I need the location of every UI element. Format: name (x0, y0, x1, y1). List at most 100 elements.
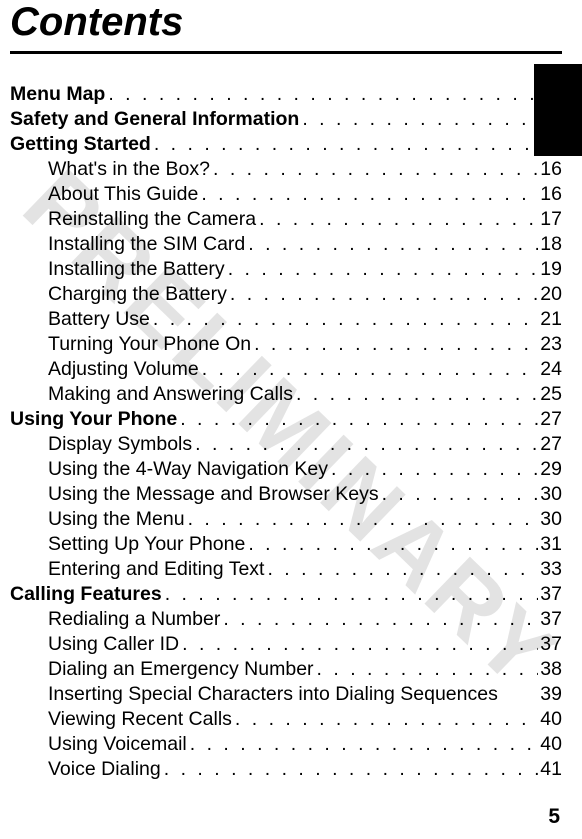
toc-page: 18 (538, 232, 562, 257)
toc-dots (161, 757, 539, 782)
toc-page: 37 (538, 607, 562, 632)
toc-dots (185, 507, 539, 532)
toc-dots (328, 457, 538, 482)
toc-line: Installing the Battery19 (10, 257, 562, 282)
toc-line: Battery Use 21 (10, 307, 562, 332)
page-number: 5 (548, 805, 560, 829)
toc-label: Voice Dialing (48, 757, 161, 782)
page-title: Contents (10, 0, 562, 51)
toc-line: Inserting Special Characters into Dialin… (10, 682, 562, 707)
toc-dots (293, 382, 538, 407)
toc-label: Entering and Editing Text (48, 557, 264, 582)
toc-label: Setting Up Your Phone (48, 532, 245, 557)
toc-dots (225, 257, 539, 282)
toc-dots (256, 207, 538, 232)
toc-label: Dialing an Emergency Number (48, 657, 314, 682)
toc-page: 19 (538, 257, 562, 282)
toc-label: What's in the Box? (48, 157, 210, 182)
table-of-contents: Menu Map3Safety and General Information8… (10, 82, 562, 782)
toc-dots (245, 232, 538, 257)
toc-line: Using the Message and Browser Keys 30 (10, 482, 562, 507)
toc-label: Redialing a Number (48, 607, 220, 632)
page: Contents PRELIMINARY Menu Map3Safety and… (0, 0, 582, 839)
toc-page: 40 (538, 732, 562, 757)
toc-page: 21 (538, 307, 562, 332)
section-tab (534, 64, 582, 156)
toc-line: About This Guide16 (10, 182, 562, 207)
toc-page: 27 (538, 432, 562, 457)
toc-line: Charging the Battery 20 (10, 282, 562, 307)
toc-line: Redialing a Number 37 (10, 607, 562, 632)
toc-line: Installing the SIM Card 18 (10, 232, 562, 257)
toc-label: Using Voicemail (48, 732, 187, 757)
toc-line: Turning Your Phone On 23 (10, 332, 562, 357)
toc-page: 31 (538, 532, 562, 557)
toc-label: Menu Map (10, 82, 105, 107)
toc-dots (232, 707, 538, 732)
toc-label: Display Symbols (48, 432, 192, 457)
toc-page: 30 (538, 507, 562, 532)
toc-line: Using Voicemail 40 (10, 732, 562, 757)
toc-line: Safety and General Information8 (10, 107, 562, 132)
toc-line: Adjusting Volume 24 (10, 357, 562, 382)
toc-dots (192, 432, 538, 457)
toc-label: Making and Answering Calls (48, 382, 293, 407)
toc-page: 27 (538, 407, 562, 432)
toc-dots (187, 732, 539, 757)
toc-label: Reinstalling the Camera (48, 207, 256, 232)
toc-line: Using the 4-Way Navigation Key29 (10, 457, 562, 482)
toc-line: Viewing Recent Calls 40 (10, 707, 562, 732)
toc-page: 37 (538, 582, 562, 607)
toc-page: 16 (538, 157, 562, 182)
toc-dots (220, 607, 538, 632)
toc-dots (314, 657, 539, 682)
toc-page: 20 (538, 282, 562, 307)
toc-label: Installing the SIM Card (48, 232, 245, 257)
toc-line: What's in the Box? 16 (10, 157, 562, 182)
toc-label: Using the 4-Way Navigation Key (48, 457, 328, 482)
toc-dots (162, 582, 539, 607)
toc-dots (151, 132, 538, 157)
toc-page: 38 (538, 657, 562, 682)
toc-label: Using the Message and Browser Keys (48, 482, 379, 507)
toc-page: 17 (538, 207, 562, 232)
toc-label: Getting Started (10, 132, 151, 157)
toc-line: Making and Answering Calls 25 (10, 382, 562, 407)
toc-label: Battery Use (48, 307, 150, 332)
toc-dots (105, 82, 549, 107)
title-rule (10, 51, 562, 54)
toc-line: Display Symbols 27 (10, 432, 562, 457)
toc-line: Voice Dialing 41 (10, 757, 562, 782)
toc-label: Charging the Battery (48, 282, 227, 307)
toc-dots (227, 282, 538, 307)
toc-dots (379, 482, 539, 507)
toc-label: Adjusting Volume (48, 357, 199, 382)
toc-line: Using the Menu30 (10, 507, 562, 532)
toc-dots (199, 357, 539, 382)
toc-dots (245, 532, 538, 557)
toc-label: Using Caller ID (48, 632, 179, 657)
toc-line: Menu Map3 (10, 82, 562, 107)
toc-page: 41 (538, 757, 562, 782)
toc-dots (198, 182, 538, 207)
toc-page: 33 (538, 557, 562, 582)
toc-page: 37 (538, 632, 562, 657)
toc-label: Turning Your Phone On (48, 332, 251, 357)
toc-line: Dialing an Emergency Number 38 (10, 657, 562, 682)
toc-dots (251, 332, 538, 357)
toc-line: Entering and Editing Text 33 (10, 557, 562, 582)
toc-line: Setting Up Your Phone 31 (10, 532, 562, 557)
toc-line: Calling Features37 (10, 582, 562, 607)
toc-line: Using Caller ID 37 (10, 632, 562, 657)
toc-page: 25 (538, 382, 562, 407)
toc-page: 23 (538, 332, 562, 357)
toc-label: Using Your Phone (10, 407, 177, 432)
toc-page: 40 (538, 707, 562, 732)
toc-page: 24 (538, 357, 562, 382)
toc-label: Safety and General Information (10, 107, 299, 132)
toc-line: Using Your Phone 27 (10, 407, 562, 432)
toc-label: Viewing Recent Calls (48, 707, 232, 732)
toc-page: 30 (538, 482, 562, 507)
toc-label: About This Guide (48, 182, 198, 207)
toc-page: 39 (538, 682, 562, 707)
